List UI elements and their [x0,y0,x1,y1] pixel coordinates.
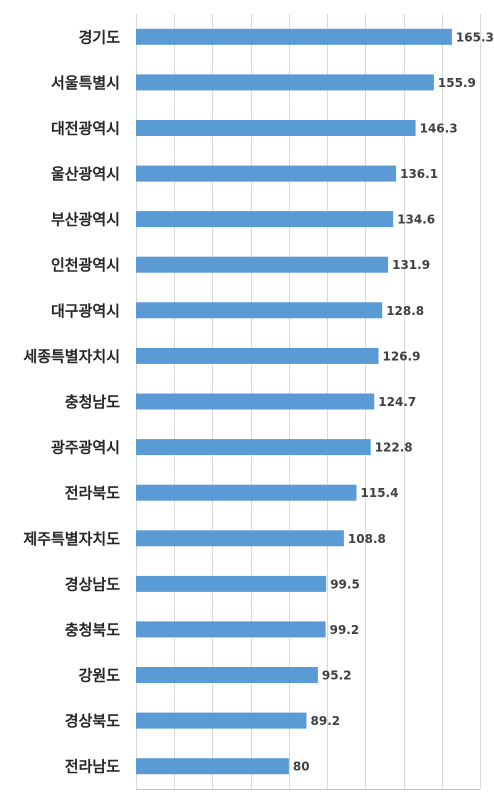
bar-17 [136,758,289,775]
value-label: 134.6 [397,213,435,227]
bar-6 [136,256,389,273]
value-label: 128.8 [386,304,424,318]
bar-2 [136,74,434,91]
bar-3 [136,120,416,136]
category-label: 제주특별자치도 [23,530,120,548]
bar-5 [136,211,394,228]
value-label: 122.8 [375,441,413,455]
category-label: 인천광역시 [51,256,120,274]
value-label: 165.3 [456,30,494,44]
value-label: 95.2 [322,669,352,683]
bar-12 [136,530,344,547]
value-label: 124.7 [378,395,416,409]
bar-14 [136,621,326,638]
value-label: 126.9 [383,349,421,363]
bar-13 [136,575,327,592]
category-label: 충청남도 [65,393,120,411]
bar-10 [136,439,371,456]
category-label: 경상북도 [65,712,120,730]
value-label: 136.1 [400,167,438,181]
value-label: 80 [293,760,310,774]
category-label: 세종특별자치시 [23,347,120,365]
value-label: 99.5 [330,577,360,591]
bar-16 [136,712,307,729]
value-labels: 165.3 155.9 146.3 136.1 134.6 131.9 128.8 126.9… [293,30,494,773]
value-label: 155.9 [438,76,476,90]
category-label: 대구광역시 [51,302,120,320]
value-label: 99.2 [330,623,360,637]
category-labels: 경기도서울특별시대전광역시울산광역시부산광역시인천광역시대구광역시세종특별자치시… [23,28,120,775]
category-label: 전라남도 [65,758,120,776]
category-label: 서울특별시 [51,74,120,92]
category-label: 대전광역시 [51,120,120,138]
bar-15 [136,667,318,683]
bar-7 [136,302,383,319]
value-label: 146.3 [420,122,458,136]
category-label: 부산광역시 [51,211,120,229]
bar-8 [136,347,379,364]
value-label: 131.9 [392,258,430,272]
bars [136,28,452,775]
bar-4 [136,165,397,182]
category-label: 강원도 [79,667,121,685]
value-label: 108.8 [348,532,386,546]
value-label: 115.4 [361,486,399,500]
category-label: 경기도 [79,28,121,46]
category-label: 광주광역시 [51,439,120,457]
bar-1 [136,28,452,45]
bar-9 [136,393,375,410]
category-label: 전라북도 [65,484,120,502]
category-label: 울산광역시 [51,165,120,183]
value-label: 89.2 [311,714,341,728]
category-label: 충청북도 [65,621,120,639]
bar-11 [136,484,357,501]
category-label: 경상남도 [65,575,120,593]
